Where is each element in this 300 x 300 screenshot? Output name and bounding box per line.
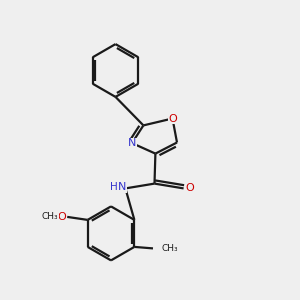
Text: N: N xyxy=(118,182,127,192)
Text: CH₃: CH₃ xyxy=(41,212,58,221)
Text: CH₃: CH₃ xyxy=(161,244,178,253)
Text: O: O xyxy=(186,183,195,194)
Text: O: O xyxy=(57,212,66,222)
Text: H: H xyxy=(110,182,118,192)
Text: O: O xyxy=(168,113,177,124)
Text: N: N xyxy=(128,138,136,148)
